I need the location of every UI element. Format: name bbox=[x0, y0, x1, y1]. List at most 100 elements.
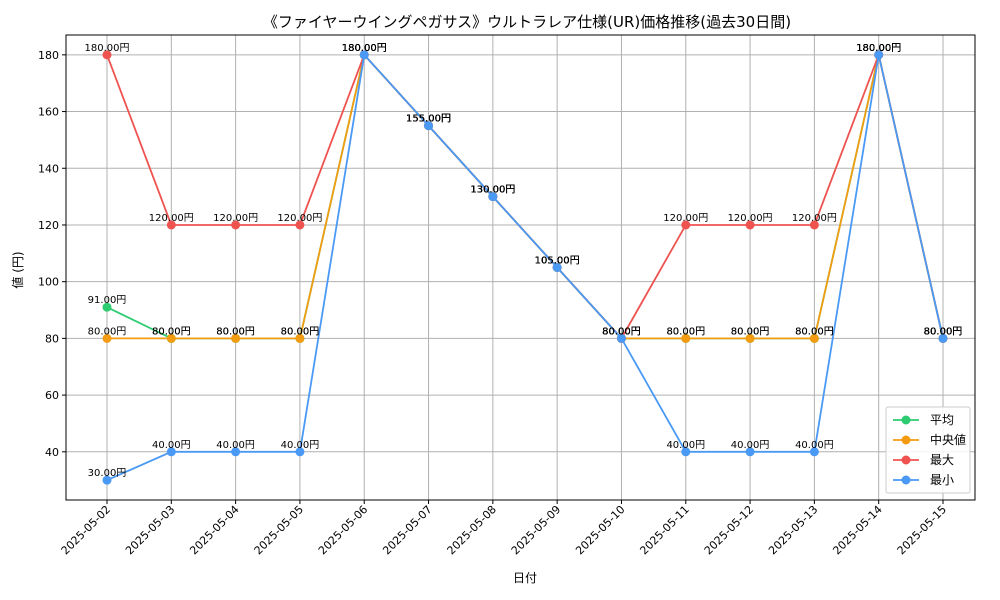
data-point bbox=[809, 220, 819, 230]
data-label: 40.00円 bbox=[731, 440, 770, 451]
data-point bbox=[488, 192, 498, 202]
data-point bbox=[102, 302, 112, 312]
data-label: 155.00円 bbox=[406, 114, 451, 125]
data-point bbox=[166, 447, 176, 457]
data-label: 180.00円 bbox=[342, 43, 387, 54]
legend-label: 最大 bbox=[930, 453, 954, 467]
data-label: 80.00円 bbox=[602, 326, 641, 337]
data-label: 180.00円 bbox=[856, 43, 901, 54]
data-label: 155.00円 bbox=[406, 114, 451, 125]
data-point bbox=[295, 220, 305, 230]
data-label: 80.00円 bbox=[152, 326, 191, 337]
data-point bbox=[231, 220, 241, 230]
x-axis: 2025-05-02 2025-05-03 2025-05-04 2025-05-05… bbox=[59, 500, 949, 557]
data-label: 30.00円 bbox=[88, 468, 127, 479]
data-label: 80.00円 bbox=[216, 326, 255, 337]
series-line-1 bbox=[107, 52, 944, 340]
y-tick-label: 160 bbox=[38, 106, 59, 119]
y-tick-label: 120 bbox=[38, 219, 59, 232]
data-label: 80.00円 bbox=[795, 326, 834, 337]
data-label: 80.00円 bbox=[88, 326, 127, 337]
data-label: 180.00円 bbox=[342, 43, 387, 54]
x-tick-label: 2025-05-07 bbox=[380, 503, 434, 557]
data-label: 105.00円 bbox=[535, 256, 580, 267]
data-point bbox=[938, 333, 948, 343]
legend-label: 平均 bbox=[930, 413, 954, 427]
y-axis: 40 60 80 100 120 140 160 180 bbox=[38, 49, 66, 459]
legend-marker bbox=[901, 475, 911, 485]
data-point bbox=[359, 50, 369, 60]
data-point bbox=[745, 220, 755, 230]
data-label: 120.00円 bbox=[792, 213, 837, 224]
data-point bbox=[102, 475, 112, 485]
data-label: 80.00円 bbox=[924, 326, 963, 337]
data-point bbox=[102, 333, 112, 343]
data-label: 40.00円 bbox=[152, 440, 191, 451]
data-label: 130.00円 bbox=[470, 185, 515, 196]
data-point bbox=[681, 220, 691, 230]
data-point bbox=[616, 333, 626, 343]
data-labels: 91.00円 80.00円 80.00円 80.00円 180.00円 155.00円 13… bbox=[85, 43, 963, 479]
data-point bbox=[874, 50, 884, 60]
data-point bbox=[102, 50, 112, 60]
data-label: 80.00円 bbox=[924, 326, 963, 337]
data-label: 120.00円 bbox=[663, 213, 708, 224]
data-label: 105.00円 bbox=[535, 256, 580, 267]
data-label: 180.00円 bbox=[85, 43, 130, 54]
data-label: 180.00円 bbox=[856, 43, 901, 54]
data-label: 40.00円 bbox=[666, 440, 705, 451]
data-point bbox=[681, 447, 691, 457]
legend-label: 中央値 bbox=[930, 432, 966, 447]
data-label: 80.00円 bbox=[731, 326, 770, 337]
data-label: 80.00円 bbox=[216, 326, 255, 337]
data-point bbox=[295, 447, 305, 457]
data-label: 180.00円 bbox=[342, 43, 387, 54]
data-label: 80.00円 bbox=[281, 326, 320, 337]
data-label: 130.00円 bbox=[470, 185, 515, 196]
data-label: 155.00円 bbox=[406, 114, 451, 125]
x-axis-label: 日付 bbox=[513, 571, 537, 585]
y-tick-label: 100 bbox=[38, 276, 59, 289]
legend-marker bbox=[901, 415, 911, 425]
data-point bbox=[295, 333, 305, 343]
legend-label: 最小 bbox=[930, 473, 954, 487]
data-point bbox=[231, 447, 241, 457]
data-point bbox=[745, 333, 755, 343]
data-label: 180.00円 bbox=[342, 43, 387, 54]
data-point bbox=[809, 333, 819, 343]
y-tick-label: 140 bbox=[38, 162, 59, 175]
data-label: 120.00円 bbox=[213, 213, 258, 224]
data-label: 40.00円 bbox=[795, 440, 834, 451]
y-tick-label: 80 bbox=[45, 332, 59, 345]
plot-frame bbox=[65, 34, 976, 501]
y-tick-label: 180 bbox=[38, 49, 59, 62]
x-tick-label: 2025-05-13 bbox=[766, 503, 820, 557]
x-tick-label: 2025-05-02 bbox=[59, 503, 113, 557]
data-label: 155.00円 bbox=[406, 114, 451, 125]
data-label: 91.00円 bbox=[88, 295, 127, 306]
data-label: 80.00円 bbox=[731, 326, 770, 337]
x-tick-label: 2025-05-09 bbox=[509, 503, 563, 557]
x-tick-label: 2025-05-05 bbox=[252, 503, 306, 557]
data-label: 180.00円 bbox=[856, 43, 901, 54]
data-point bbox=[231, 333, 241, 343]
y-tick-label: 60 bbox=[45, 389, 59, 402]
x-tick-label: 2025-05-03 bbox=[123, 503, 177, 557]
x-tick-label: 2025-05-06 bbox=[316, 503, 370, 557]
data-point bbox=[681, 333, 691, 343]
data-label: 120.00円 bbox=[277, 213, 322, 224]
data-label: 80.00円 bbox=[152, 326, 191, 337]
data-label: 80.00円 bbox=[281, 326, 320, 337]
legend-marker bbox=[901, 455, 911, 465]
x-tick-label: 2025-05-10 bbox=[573, 503, 627, 557]
series-line-3 bbox=[106, 52, 944, 481]
x-tick-label: 2025-05-04 bbox=[187, 503, 241, 557]
legend-marker bbox=[901, 435, 911, 445]
data-label: 80.00円 bbox=[795, 326, 834, 337]
data-point bbox=[745, 447, 755, 457]
data-label: 40.00円 bbox=[281, 440, 320, 451]
x-tick-label: 2025-05-14 bbox=[830, 503, 884, 557]
data-point bbox=[166, 220, 176, 230]
